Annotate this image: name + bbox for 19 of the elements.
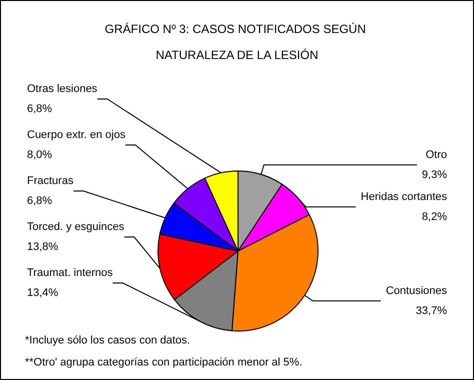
- slice-label: Heridas cortantes: [360, 190, 448, 203]
- data-label: 9,3%: [422, 168, 448, 181]
- slice-label: Fracturas: [27, 175, 74, 187]
- data-label: 6,8%: [27, 195, 52, 207]
- data-label: 8,0%: [27, 149, 52, 161]
- slice-label: Cuerpo extr. en ojos: [27, 129, 126, 141]
- slice-label: Otras lesiones: [27, 83, 98, 95]
- slice-label: Otro: [426, 148, 447, 161]
- data-label: 13,8%: [27, 241, 58, 253]
- chart-title: GRÁFICO Nº 3: CASOS NOTIFICADOS SEGÚN NATURALEZA DE LA LESIÓN: [104, 22, 370, 62]
- data-label: 6,8%: [27, 103, 52, 115]
- data-label: 33,7%: [416, 304, 448, 317]
- slice-label: Traumat. internos: [27, 267, 114, 279]
- data-label: 13,4%: [27, 287, 58, 299]
- slice-label: Contusiones: [386, 284, 448, 297]
- text: **Otro' agrupa categorías con participación menor al 5%.: [25, 356, 302, 368]
- slice-label: Torced. y esguinces: [27, 221, 125, 233]
- text: *Incluye sólo los casos con datos.: [25, 334, 190, 346]
- data-label: 8,2%: [422, 210, 448, 223]
